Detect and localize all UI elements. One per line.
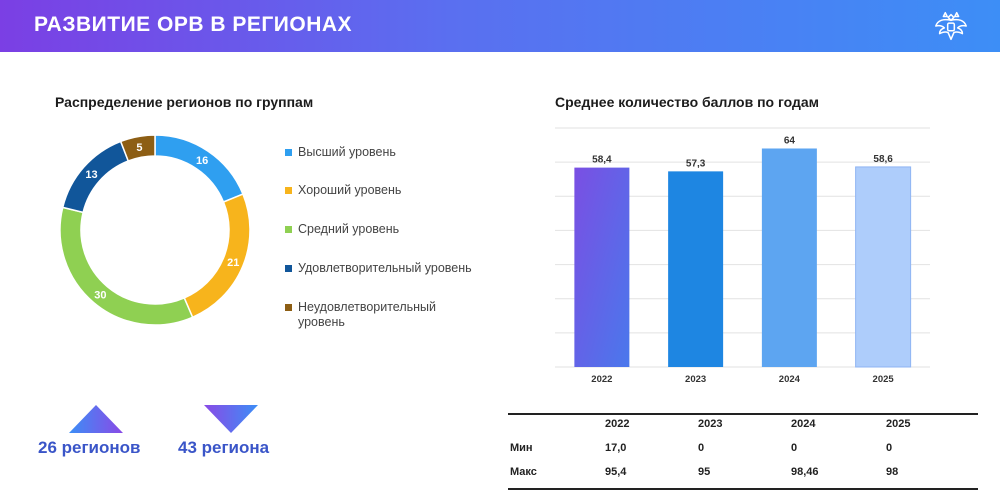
eagle-emblem-icon [935,11,967,41]
donut-slice-label: 21 [227,257,239,269]
donut-slice [183,193,251,319]
legend-swatch [285,304,292,311]
table-top-rule [508,413,978,415]
legend-swatch [285,226,292,233]
header-bar: РАЗВИТИЕ ОРВ В РЕГИОНАХ [0,0,1000,52]
table-header-cell: 2025 [886,418,911,430]
donut-slice-label: 16 [196,155,208,167]
bar [668,171,724,367]
legend-item: Неудовлетворительный уровень [285,300,473,330]
table-cell: 98,46 [791,466,819,478]
table-header-cell: 2022 [605,418,630,430]
donut-slice [154,134,244,203]
legend-label: Высший уровень [298,145,396,159]
legend-item: Средний уровень [285,222,473,237]
legend-swatch [285,149,292,156]
donut-slice-label: 5 [136,142,142,154]
x-tick-label: 2025 [873,374,895,385]
table-cell: 95 [698,466,711,478]
bar [761,148,817,367]
x-tick-label: 2023 [685,374,706,385]
legend-label: Неудовлетворительный уровень [298,300,437,329]
table-cell: 95,4 [605,466,627,478]
bar [855,166,912,368]
legend-item: Хороший уровень [285,183,473,198]
donut-chart-title: Распределение регионов по группам [55,94,314,110]
bar-chart-title: Среднее количество баллов по годам [555,94,820,110]
triangle-down-icon [204,405,258,433]
x-tick-label: 2024 [779,374,801,385]
table-cell: 17,0 [605,442,627,454]
bar-value-label: 58,6 [873,154,893,165]
bar-value-label: 58,4 [592,155,612,166]
donut-chart: 16 21 30 13 5 [59,134,251,326]
legend-item: Высший уровень [285,145,473,160]
triangle-up-icon [69,405,123,433]
table-row-label: Мин [510,442,533,454]
donut-slice-label: 13 [85,169,97,181]
table-header-cell: 2023 [698,418,723,430]
donut-slice-label: 30 [94,290,106,302]
page-title: РАЗВИТИЕ ОРВ В РЕГИОНАХ [34,13,353,36]
bar-value-label: 64 [784,135,796,146]
table-cell: 98 [886,466,899,478]
legend-item: Удовлетворительный уровень [285,261,473,276]
table-cell: 0 [791,442,798,454]
table-cell: 0 [886,442,893,454]
table-row-label: Макс [510,466,537,478]
table-bottom-rule [508,488,978,490]
legend-swatch [285,265,292,272]
bar-value-label: 57,3 [686,158,706,169]
bar [574,167,630,367]
table-header-cell: 2024 [791,418,816,430]
legend-label: Средний уровень [298,222,400,236]
regions-down-label: 43 региона [178,438,270,457]
bar-chart: 58,4 2022 57,3 2023 64 2024 58,6 2025 [555,127,930,385]
table-cell: 0 [698,442,705,454]
donut-slice [119,134,156,162]
legend-label: Хороший уровень [298,183,402,197]
legend-label: Удовлетворительный уровень [298,261,472,275]
regions-up-label: 26 регионов [38,438,141,457]
legend-swatch [285,187,292,194]
x-tick-label: 2022 [591,374,612,385]
donut-slice [59,206,194,326]
